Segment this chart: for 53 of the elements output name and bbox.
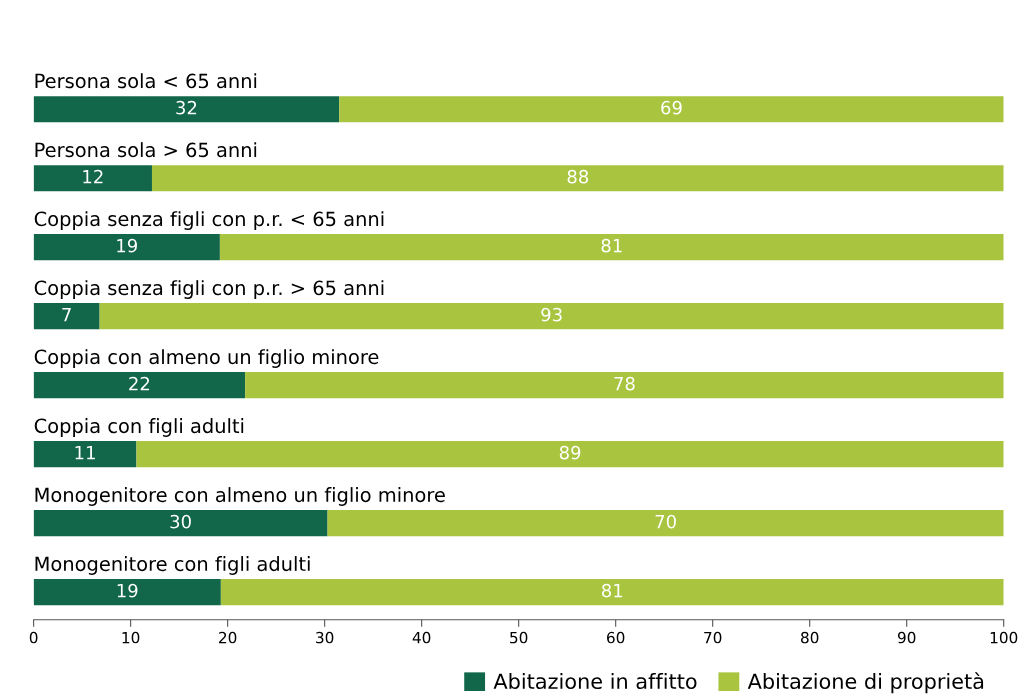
bar [339, 96, 1004, 123]
data-label: 19 [117, 238, 137, 253]
bar [245, 372, 1004, 399]
x-tick-label: 0 [29, 631, 38, 644]
y-tick-label: Monogenitore con almeno un figlio minore [35, 487, 445, 506]
data-label: 93 [541, 307, 562, 322]
y-tick-label: Coppia senza figli con p.r. > 65 anni [34, 280, 384, 299]
y-tick-label: Persona sola < 65 anni [35, 73, 257, 89]
x-tick-label: 70 [704, 631, 722, 644]
bar [33, 372, 246, 399]
y-tick-label: Coppia con almeno un figlio minore [34, 349, 379, 368]
bar [33, 510, 328, 537]
data-label: 32 [176, 100, 197, 115]
legend-label: Abitazione di proprietà [747, 672, 984, 694]
bar [33, 234, 220, 261]
bar [220, 579, 1004, 606]
bar [33, 579, 221, 606]
bar [33, 165, 152, 192]
y-tick-label: Coppia senza figli con p.r. < 65 anni [34, 211, 384, 230]
x-tick-label: 10 [122, 631, 140, 644]
y-tick-label: Persona sola > 65 anni [35, 142, 257, 158]
data-label: 19 [117, 583, 138, 598]
bar [99, 303, 1004, 330]
bar [136, 441, 1004, 468]
x-tick-label: 20 [219, 631, 237, 644]
bar [219, 234, 1004, 261]
x-tick-label: 30 [316, 631, 334, 644]
x-tick-label: 80 [801, 631, 819, 644]
data-label: 22 [129, 376, 150, 391]
x-tick-label: 40 [412, 631, 431, 644]
data-label: 11 [75, 446, 95, 460]
bar [327, 510, 1004, 537]
data-label: 89 [559, 445, 581, 460]
bar [33, 96, 340, 123]
bar [33, 441, 137, 468]
x-tick-label: 60 [607, 631, 625, 644]
x-tick-label: 50 [510, 631, 528, 644]
data-label: 70 [655, 514, 676, 529]
y-tick-label: Monogenitore con figli adulti [35, 556, 310, 575]
x-tick-label: 100 [990, 631, 1018, 644]
data-label: 30 [170, 514, 191, 529]
data-label: 7 [62, 308, 71, 322]
data-label: 78 [614, 376, 635, 391]
bar [33, 303, 100, 330]
bar [151, 165, 1004, 192]
data-label: 12 [83, 169, 103, 184]
data-label: 81 [601, 238, 622, 253]
y-tick-label: Coppia con figli adulti [34, 418, 244, 437]
x-tick-label: 90 [897, 631, 916, 644]
legend-label: Abitazione in affitto [493, 672, 697, 690]
data-label: 81 [602, 583, 623, 598]
data-label: 69 [661, 100, 682, 115]
data-label: 88 [567, 169, 589, 184]
